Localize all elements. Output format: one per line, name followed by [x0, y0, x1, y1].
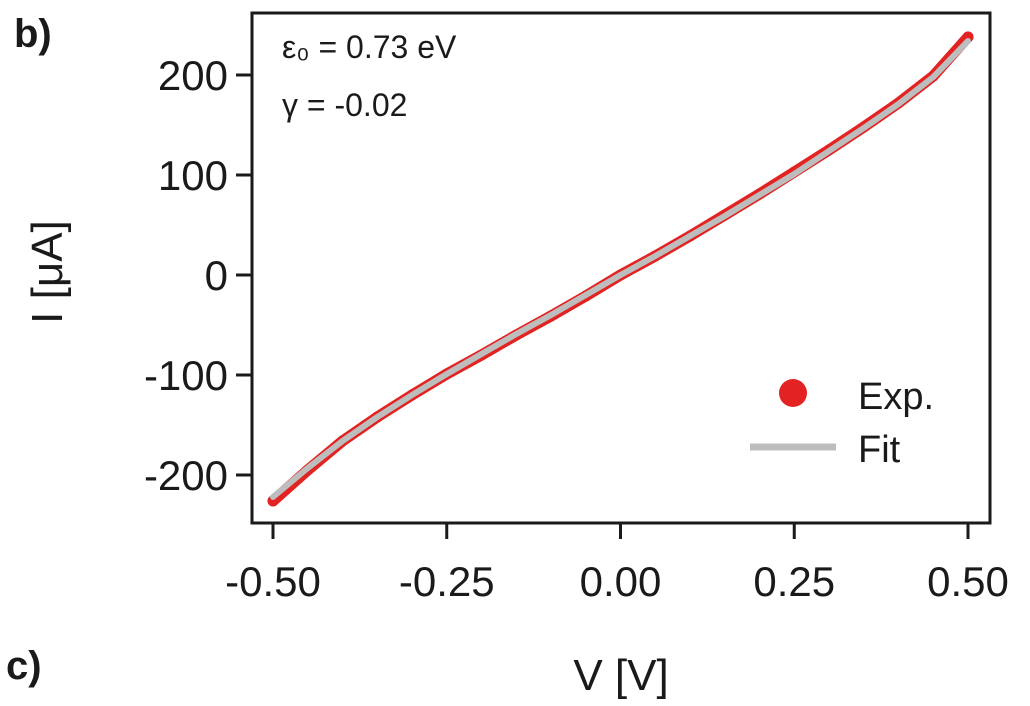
x-tick-label: 0.00: [580, 558, 662, 605]
legend-fit-label: Fit: [858, 429, 901, 471]
annotation-gamma: γ = -0.02: [282, 87, 407, 123]
legend-exp-label: Exp.: [858, 376, 934, 418]
legend-exp-marker: [779, 379, 807, 407]
y-axis-title: I [μA]: [23, 220, 72, 324]
x-tick-label: -0.50: [225, 558, 321, 605]
x-axis-title: V [V]: [573, 651, 668, 700]
panel-label-c: c): [6, 644, 42, 688]
x-tick-label: 0.25: [753, 558, 835, 605]
y-tick-label: -200: [144, 452, 228, 499]
y-tick-label: -100: [144, 352, 228, 399]
x-tick-label: -0.25: [399, 558, 495, 605]
y-tick-label: 100: [158, 152, 228, 199]
y-tick-label: 200: [158, 52, 228, 99]
x-tick-label: 0.50: [927, 558, 1009, 605]
panel-label-b: b): [14, 12, 52, 56]
series-fit-line: [270, 38, 971, 500]
annotation-epsilon: ε₀ = 0.73 eV: [282, 29, 457, 65]
y-tick-label: 0: [205, 252, 228, 299]
